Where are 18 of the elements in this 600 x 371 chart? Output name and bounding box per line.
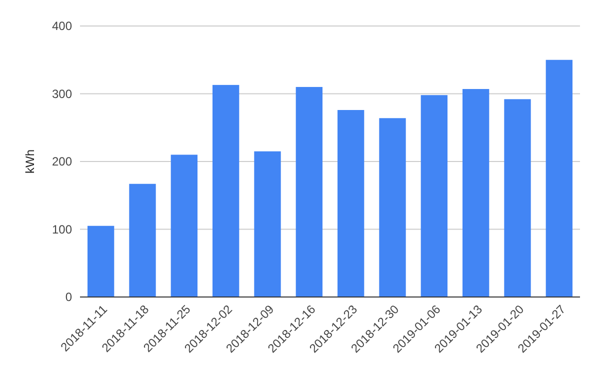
y-tick-label: 400 [52,19,72,34]
bar [504,99,531,297]
bar [88,226,114,297]
y-tick-label: 200 [52,154,72,169]
bar [462,89,490,297]
bar [379,118,406,297]
bar [546,60,572,297]
y-axis-title: kWh [23,150,37,174]
bar [170,154,198,297]
bar [212,84,240,297]
bar [296,86,322,297]
bar [129,184,156,297]
bar [338,110,364,297]
bar [254,151,281,297]
y-tick-label: 100 [52,222,72,236]
bar [420,95,448,297]
y-tick-label: 300 [52,86,72,101]
y-tick-label: 0 [65,290,72,304]
